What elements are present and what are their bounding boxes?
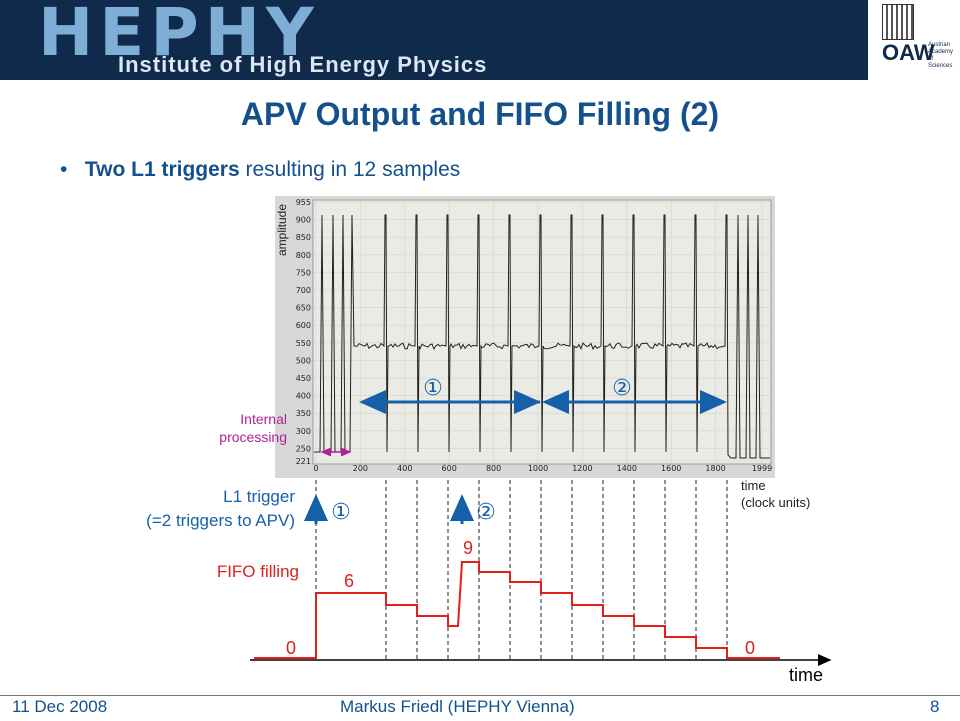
trigger-marker-2: ② <box>476 500 496 525</box>
slide-title: APV Output and FIFO Filling (2) <box>240 96 720 132</box>
x-tick-label: 1000 <box>528 464 548 473</box>
oaw-org-name: Austrian Academy of Sciences <box>928 42 954 69</box>
y-tick-label: 221 <box>296 457 311 466</box>
oaw-logo: OAW Austrian Academy of Sciences <box>868 0 960 80</box>
x-tick-label: 1400 <box>617 464 637 473</box>
fifo-value-first: 6 <box>344 571 354 591</box>
y-tick-label: 800 <box>296 251 311 260</box>
y-tick-label: 700 <box>296 286 311 295</box>
internal-processing-line2: processing <box>219 429 287 445</box>
y-tick-label: 955 <box>296 198 311 207</box>
fifo-label: FIFO filling <box>217 562 299 581</box>
y-tick-label: 400 <box>296 392 311 401</box>
bullet-point: • Two L1 triggers resulting in 12 sample… <box>60 158 461 181</box>
trigger-marker-1: ① <box>331 500 351 525</box>
y-tick-label: 250 <box>296 444 311 453</box>
academy-building-icon <box>882 4 914 40</box>
scope-grid <box>313 200 771 464</box>
oaw-logo-text: OAW <box>882 40 935 65</box>
x-tick-label: 200 <box>353 464 368 473</box>
scope-marker-1: ① <box>423 376 443 401</box>
fifo-value-start: 0 <box>286 638 296 658</box>
x-tick-label: 800 <box>486 464 501 473</box>
x-tick-label: 1600 <box>661 464 681 473</box>
y-tick-label: 600 <box>296 321 311 330</box>
scope-y-label: amplitude <box>275 204 289 256</box>
internal-processing-line1: Internal <box>240 411 287 427</box>
y-tick-label: 350 <box>296 409 311 418</box>
scope-x-ticks: 0 200 400 600 800 1000 1200 1400 1600 1800 1999 <box>313 464 772 473</box>
y-tick-label: 650 <box>296 304 311 313</box>
footer: 11 Dec 2008 Markus Friedl (HEPHY Vienna)… <box>0 695 960 721</box>
x-tick-label: 400 <box>397 464 412 473</box>
y-tick-label: 300 <box>296 427 311 436</box>
scope-y-ticks: 955 900 850 800 750 700 650 600 550 500 450 400 350 3… <box>296 198 311 466</box>
x-tick-label: 1800 <box>705 464 725 473</box>
time-axis-label: time <box>789 665 823 685</box>
x-tick-label: 600 <box>442 464 457 473</box>
apv-waveform <box>314 214 770 459</box>
x-tick-label: 1200 <box>572 464 592 473</box>
y-tick-label: 900 <box>296 216 311 225</box>
footer-date: 11 Dec 2008 <box>12 697 108 716</box>
l1-trigger-label: L1 trigger <box>223 487 295 506</box>
x-tick-label: 0 <box>313 464 318 473</box>
time-label-line1: time <box>741 478 766 493</box>
fifo-value-end: 0 <box>745 638 755 658</box>
y-tick-label: 550 <box>296 339 311 348</box>
x-tick-label: 1999 <box>752 464 772 473</box>
y-tick-label: 450 <box>296 374 311 383</box>
footer-author: Markus Friedl (HEPHY Vienna) <box>340 697 575 716</box>
institute-name: Institute of High Energy Physics <box>118 52 488 77</box>
hephy-logo: HEPHY <box>38 0 320 71</box>
footer-page: 8 <box>930 697 940 716</box>
time-label-line2: (clock units) <box>741 495 810 510</box>
y-tick-label: 850 <box>296 233 311 242</box>
y-tick-label: 500 <box>296 356 311 365</box>
bullet-bold: Two L1 triggers <box>84 158 240 181</box>
header-banner: HEPHY Institute of High Energy Physics O… <box>0 0 960 80</box>
l1-trigger-sublabel: (=2 triggers to APV) <box>146 511 295 530</box>
fifo-value-peak: 9 <box>463 538 473 558</box>
bullet-text: resulting in 12 samples <box>239 158 461 181</box>
fifo-step-line <box>254 561 780 659</box>
y-tick-label: 750 <box>296 268 311 277</box>
scope-marker-2: ② <box>612 376 632 401</box>
